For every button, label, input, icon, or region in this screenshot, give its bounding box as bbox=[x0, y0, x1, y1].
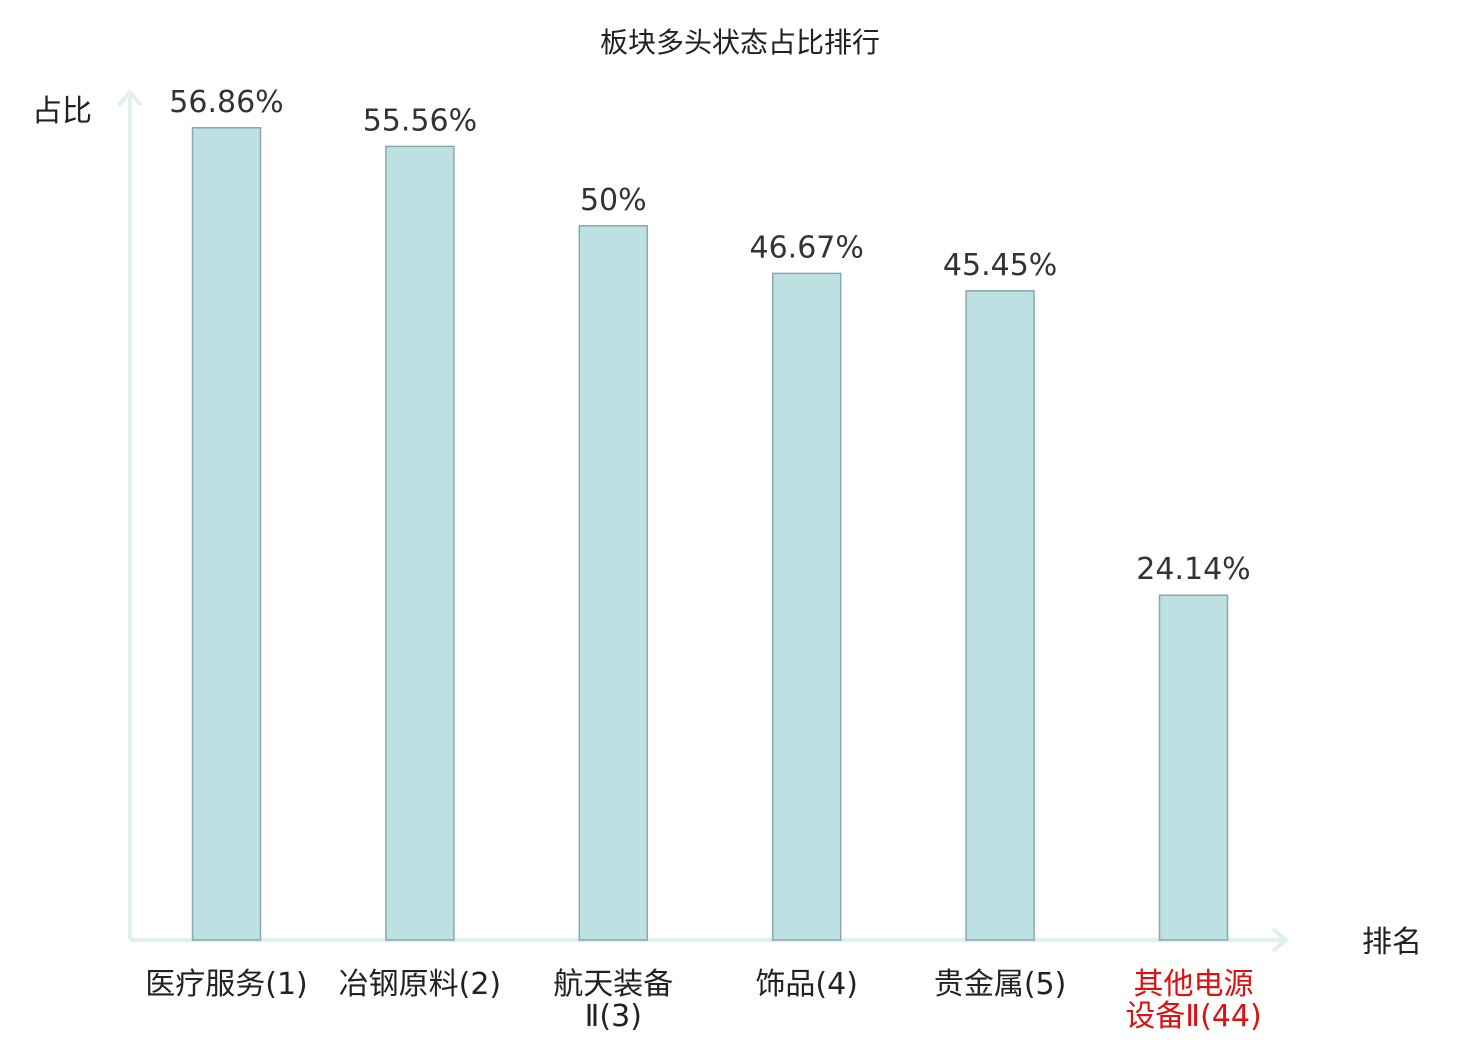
x-axis: 排名 bbox=[130, 925, 1422, 960]
y-axis: 占比 bbox=[32, 90, 142, 940]
bar-value-label: 56.86% bbox=[169, 85, 283, 120]
bar-value-label: 24.14% bbox=[1136, 552, 1250, 587]
bar-series bbox=[191, 127, 1229, 941]
bar bbox=[1158, 594, 1229, 941]
bar bbox=[191, 127, 262, 941]
bar bbox=[965, 290, 1035, 941]
chart-title: 板块多头状态占比排行 bbox=[600, 26, 880, 59]
x-axis-arrow bbox=[1272, 928, 1288, 952]
y-axis-arrow bbox=[118, 90, 142, 106]
bar-value-label: 46.67% bbox=[750, 230, 864, 265]
value-labels: 56.86% 55.56% 50% 46.67% 45.45% 24.14% bbox=[169, 85, 1250, 587]
category-label: 冶钢原料(2) bbox=[339, 967, 502, 1002]
bar-value-label: 45.45% bbox=[943, 248, 1057, 283]
category-label: 贵金属(5) bbox=[934, 967, 1067, 1002]
y-axis-label: 占比 bbox=[32, 94, 92, 129]
bar bbox=[385, 145, 455, 941]
x-axis-label: 排名 bbox=[1362, 925, 1422, 960]
bar-value-label: 55.56% bbox=[363, 103, 477, 138]
category-label: 医疗服务(1) bbox=[145, 967, 308, 1002]
bar bbox=[771, 272, 842, 941]
category-labels: 医疗服务(1) 冶钢原料(2) 航天装备 Ⅱ(3) 饰品(4) 贵金属(5) 其他电源设备Ⅱ… bbox=[145, 967, 1261, 1034]
category-label: 航天装备 Ⅱ(3) bbox=[553, 967, 673, 1034]
category-label: 饰品(4) bbox=[755, 967, 858, 1002]
category-label: 其他电源设备Ⅱ(44) bbox=[1125, 967, 1261, 1034]
bar bbox=[578, 225, 649, 941]
bar-value-label: 50% bbox=[580, 183, 647, 218]
